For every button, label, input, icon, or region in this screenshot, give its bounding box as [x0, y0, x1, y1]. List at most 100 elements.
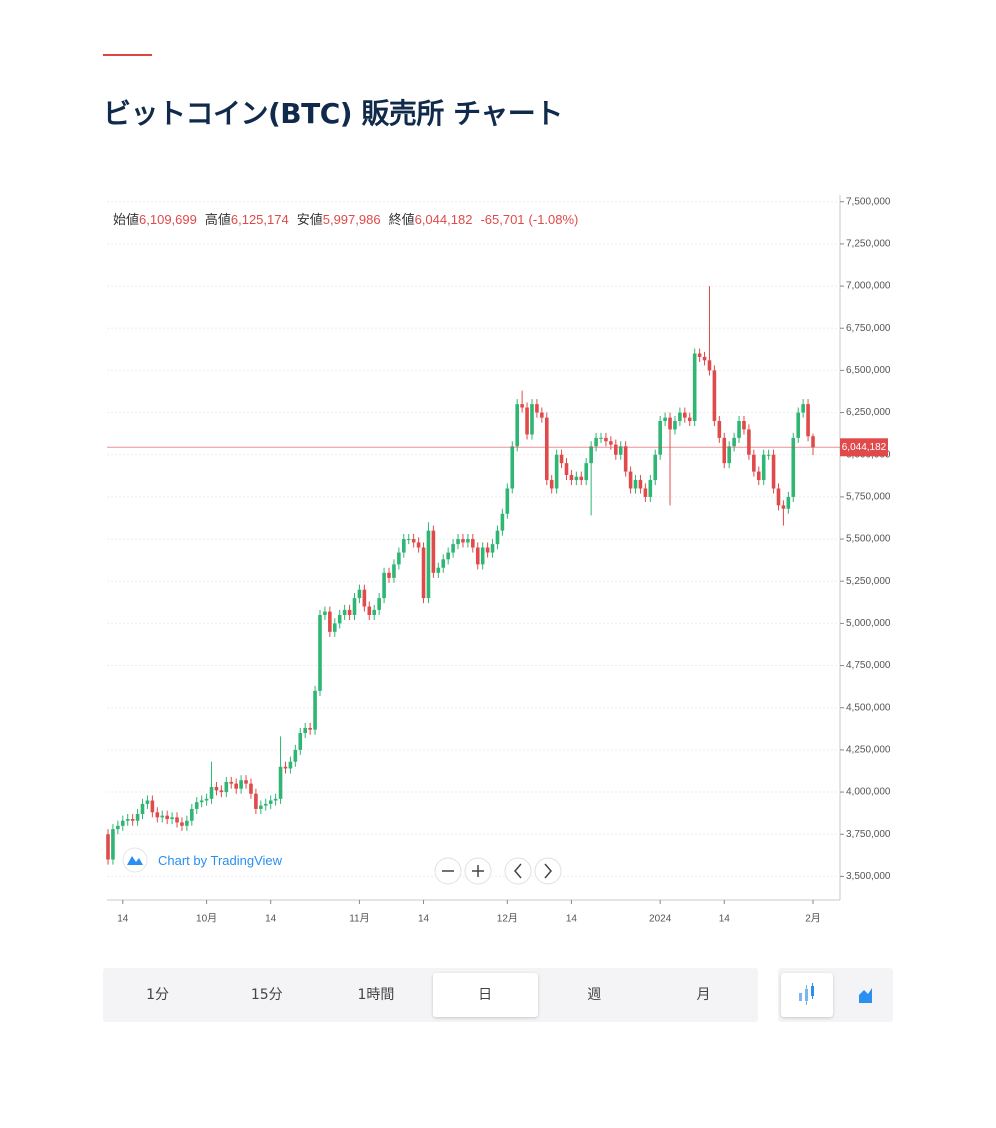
y-tick-label: 6,500,000	[846, 365, 891, 376]
y-tick-label: 4,000,000	[846, 787, 891, 798]
candle-body	[500, 513, 505, 531]
candle-body	[263, 803, 268, 806]
candle-body	[692, 353, 697, 422]
candle-body	[155, 812, 160, 818]
candle-body	[234, 783, 238, 789]
scroll-right-button[interactable]	[534, 857, 562, 885]
candle-body	[796, 412, 801, 438]
candle-body	[283, 766, 288, 769]
candle-body	[416, 542, 421, 548]
candle-body	[540, 412, 544, 418]
candle-body	[392, 564, 396, 578]
candle-body	[756, 471, 761, 481]
candle-body	[766, 454, 771, 456]
candle-body	[278, 766, 283, 799]
candle-body	[475, 547, 480, 565]
zoom-controls[interactable]	[434, 857, 562, 885]
candle-body	[387, 572, 391, 578]
interval-tab[interactable]: 月	[696, 987, 711, 1003]
candle-body	[436, 567, 441, 573]
scroll-left-button[interactable]	[504, 857, 532, 885]
candle-body	[678, 412, 682, 422]
x-tick-label: 14	[418, 914, 430, 925]
attribution-text[interactable]: Chart by TradingView	[158, 852, 283, 868]
y-tick-label: 6,250,000	[846, 407, 891, 418]
candle-body	[628, 471, 633, 489]
x-tick-label: 11月	[349, 913, 369, 925]
icon-area	[859, 988, 872, 1003]
area-type-button[interactable]	[839, 973, 891, 1017]
candle-body	[495, 530, 500, 545]
candle-body	[273, 798, 278, 801]
interval-tab[interactable]: 1時間	[357, 987, 395, 1003]
last-price-box	[840, 438, 888, 457]
candle-body	[742, 421, 746, 430]
candle-body	[604, 437, 608, 442]
y-tick-label: 4,500,000	[846, 702, 891, 713]
readout-key: 安値	[296, 212, 323, 227]
candle-body	[342, 609, 347, 615]
candle-body	[293, 749, 298, 762]
candle-body	[525, 407, 529, 435]
y-tick-label: 6,750,000	[846, 323, 891, 334]
y-tick-label: 7,250,000	[846, 239, 891, 250]
interval-tab[interactable]: 15分	[250, 987, 283, 1003]
candle-body	[574, 476, 579, 481]
candle-body	[402, 539, 406, 553]
candle-body	[421, 547, 426, 599]
candle-body	[347, 609, 352, 615]
attribution[interactable]: Chart by TradingView	[118, 844, 287, 876]
candle-body	[185, 820, 189, 826]
candle-body	[559, 454, 564, 464]
candle-body	[367, 606, 372, 615]
candle-body	[490, 544, 495, 553]
interval-tab[interactable]: 1分	[146, 987, 170, 1003]
candle-body	[130, 819, 135, 821]
page-title: ビットコイン(BTC) 販売所 チャート	[103, 97, 563, 130]
readout-value: 6,109,699	[139, 212, 197, 227]
interval-tab[interactable]: 日	[432, 973, 538, 1017]
candle-body	[244, 780, 248, 784]
candle-body	[125, 819, 130, 821]
candle-body	[160, 815, 165, 818]
candle-icon	[799, 983, 814, 1005]
candle-body	[702, 356, 707, 361]
y-tick-label: 3,750,000	[846, 829, 891, 840]
readout-key: 終値	[388, 212, 415, 227]
candle-body	[357, 589, 362, 599]
candle-body	[426, 530, 431, 599]
candle-body	[308, 727, 312, 730]
candle-body	[806, 404, 810, 437]
readout-value: 6,044,182	[414, 212, 473, 227]
candle-body	[747, 429, 751, 455]
candle-body	[638, 480, 643, 489]
candle-body	[268, 800, 273, 804]
candle-body	[505, 488, 510, 514]
candle-body	[259, 805, 263, 809]
candle-body	[456, 539, 460, 545]
candle-body	[209, 786, 214, 799]
candle-body	[229, 781, 234, 784]
candle-body	[727, 446, 731, 464]
candle-body	[569, 474, 574, 481]
candle-body	[288, 761, 293, 769]
x-tick-label: 14	[719, 914, 731, 925]
candle-body	[752, 454, 756, 472]
candle-body	[150, 800, 155, 813]
icon-bar	[799, 993, 802, 1001]
x-tick-label: 14	[265, 914, 277, 925]
x-tick-label: 2024	[649, 914, 672, 925]
candle-body	[382, 572, 386, 599]
candle-body	[337, 614, 342, 624]
candle-body	[318, 614, 322, 691]
candlestick-type-button[interactable]	[781, 973, 833, 1017]
candle-body	[520, 404, 524, 408]
candle-body	[298, 733, 303, 750]
candle-body	[397, 552, 401, 565]
candle-body	[377, 598, 381, 610]
candle-body	[683, 412, 687, 418]
candle-body	[446, 552, 450, 560]
candle-body	[471, 539, 475, 548]
interval-tab[interactable]: 週	[587, 987, 602, 1003]
